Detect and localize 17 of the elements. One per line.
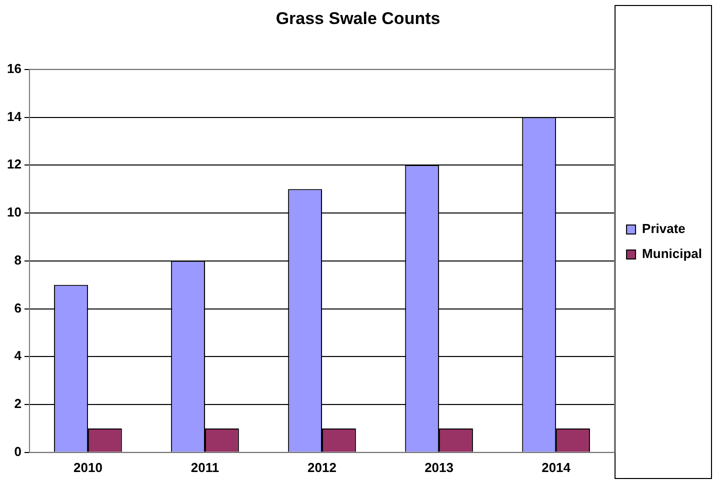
y-tick-label: 8 — [14, 252, 22, 268]
x-tick-label: 2014 — [542, 460, 572, 475]
y-tick-label: 12 — [6, 156, 22, 172]
y-tick-label: 14 — [6, 108, 22, 124]
y-tick-label: 0 — [14, 444, 22, 459]
y-tick-label: 6 — [14, 300, 22, 316]
chart-title: Grass Swale Counts — [276, 8, 440, 28]
legend-label: Private — [642, 221, 686, 236]
y-tick-label: 4 — [14, 348, 22, 364]
y-tick-label: 10 — [6, 204, 22, 220]
x-tick-label: 2013 — [424, 460, 454, 475]
x-tick-label: 2011 — [190, 460, 220, 475]
y-tick-label: 16 — [6, 60, 22, 76]
x-tick-label: 2012 — [308, 460, 336, 475]
legend-label: Municipal — [642, 246, 702, 262]
x-tick-label: 2010 — [74, 460, 102, 475]
y-tick-label: 2 — [14, 396, 22, 412]
